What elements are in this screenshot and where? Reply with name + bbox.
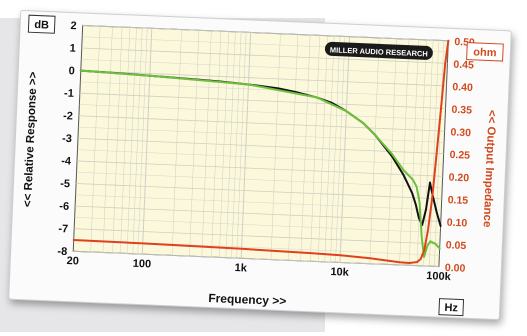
- brand-logo: MILLER AUDIO RESEARCH: [324, 41, 433, 60]
- y-tick-label-right: 0.40: [452, 81, 473, 94]
- y-tick-label-right: 0.15: [447, 194, 468, 207]
- y-gridline: [76, 160, 443, 177]
- y-gridline: [81, 47, 448, 64]
- y-tick-label-right: 0.00: [445, 262, 466, 275]
- y-gridline: [78, 115, 445, 132]
- y-tick-label-right: 0.05: [446, 239, 467, 252]
- y-tick-label-left: -4: [61, 155, 72, 167]
- y-tick-label-left: -6: [59, 200, 69, 212]
- y-tick-label-left: -5: [60, 178, 70, 190]
- y-gridline: [75, 205, 441, 222]
- hz-unit-box: Hz: [438, 298, 465, 317]
- y-gridline: [73, 250, 439, 267]
- y-tick-label-left: -8: [57, 246, 67, 258]
- y-tick-label-left: 2: [70, 20, 77, 32]
- y-minor-gridline: [80, 81, 447, 98]
- y-tick-label-left: 1: [69, 43, 76, 55]
- response-series-green: [79, 69, 441, 258]
- ohm-unit-box: ohm: [466, 42, 504, 62]
- x-tick-label: 20: [66, 255, 79, 268]
- y-gridline: [77, 137, 444, 155]
- y-tick-label-right: 0.35: [451, 104, 472, 117]
- hz-unit-label: Hz: [444, 302, 458, 315]
- y-axis-label-right: << Output Impedance: [481, 110, 498, 228]
- y-tick-label-right: 0.10: [446, 217, 467, 230]
- y-tick-label-left: -2: [63, 110, 73, 122]
- y-tick-label-right: 0.45: [453, 59, 474, 72]
- impedance-series-red: [72, 39, 450, 265]
- y-tick-label-left: 0: [68, 65, 75, 77]
- y-minor-gridline: [78, 126, 445, 143]
- y-gridline: [82, 25, 449, 42]
- y-axis-label-left: << Relative Response >>: [22, 71, 40, 207]
- y-minor-gridline: [76, 172, 443, 188]
- y-tick-label-left: -1: [64, 88, 74, 100]
- brand-label: MILLER AUDIO RESEARCH: [330, 45, 428, 58]
- x-tick-label: 100: [132, 258, 151, 271]
- chart-card: 20 100 1k 10k 100k 2 1 0 -1 -2 -3 -4 -5 -6 -7 -8 0.50 0.4…: [8, 9, 512, 321]
- db-unit-box: dB: [27, 14, 56, 34]
- x-tick-label: 100k: [426, 270, 452, 283]
- x-axis-label: Frequency >>: [208, 291, 287, 308]
- y-tick-label-right: 0.20: [448, 172, 469, 185]
- y-tick-label-right: 0.25: [449, 149, 470, 162]
- ohm-unit-label: ohm: [473, 46, 497, 59]
- y-gridline: [80, 70, 447, 87]
- y-gridline: [76, 183, 442, 200]
- y-minor-gridline: [77, 149, 444, 166]
- chart-svg: 20 100 1k 10k 100k210-1-2-3-4-5-6-7-80.500.4…: [22, 14, 504, 317]
- y-gridline: [74, 228, 440, 245]
- y-minor-gridline: [74, 217, 441, 233]
- x-tick-label: 10k: [330, 266, 350, 279]
- y-tick-label-left: -3: [62, 133, 72, 145]
- y-tick-label-right: 0.30: [450, 126, 471, 139]
- y-tick-label-left: -7: [58, 223, 68, 235]
- y-minor-gridline: [79, 104, 446, 121]
- y-gridline: [79, 92, 446, 109]
- y-minor-gridline: [75, 194, 442, 211]
- y-minor-gridline: [81, 59, 447, 75]
- x-tick-label: 1k: [234, 262, 248, 275]
- db-unit-label: dB: [34, 19, 49, 32]
